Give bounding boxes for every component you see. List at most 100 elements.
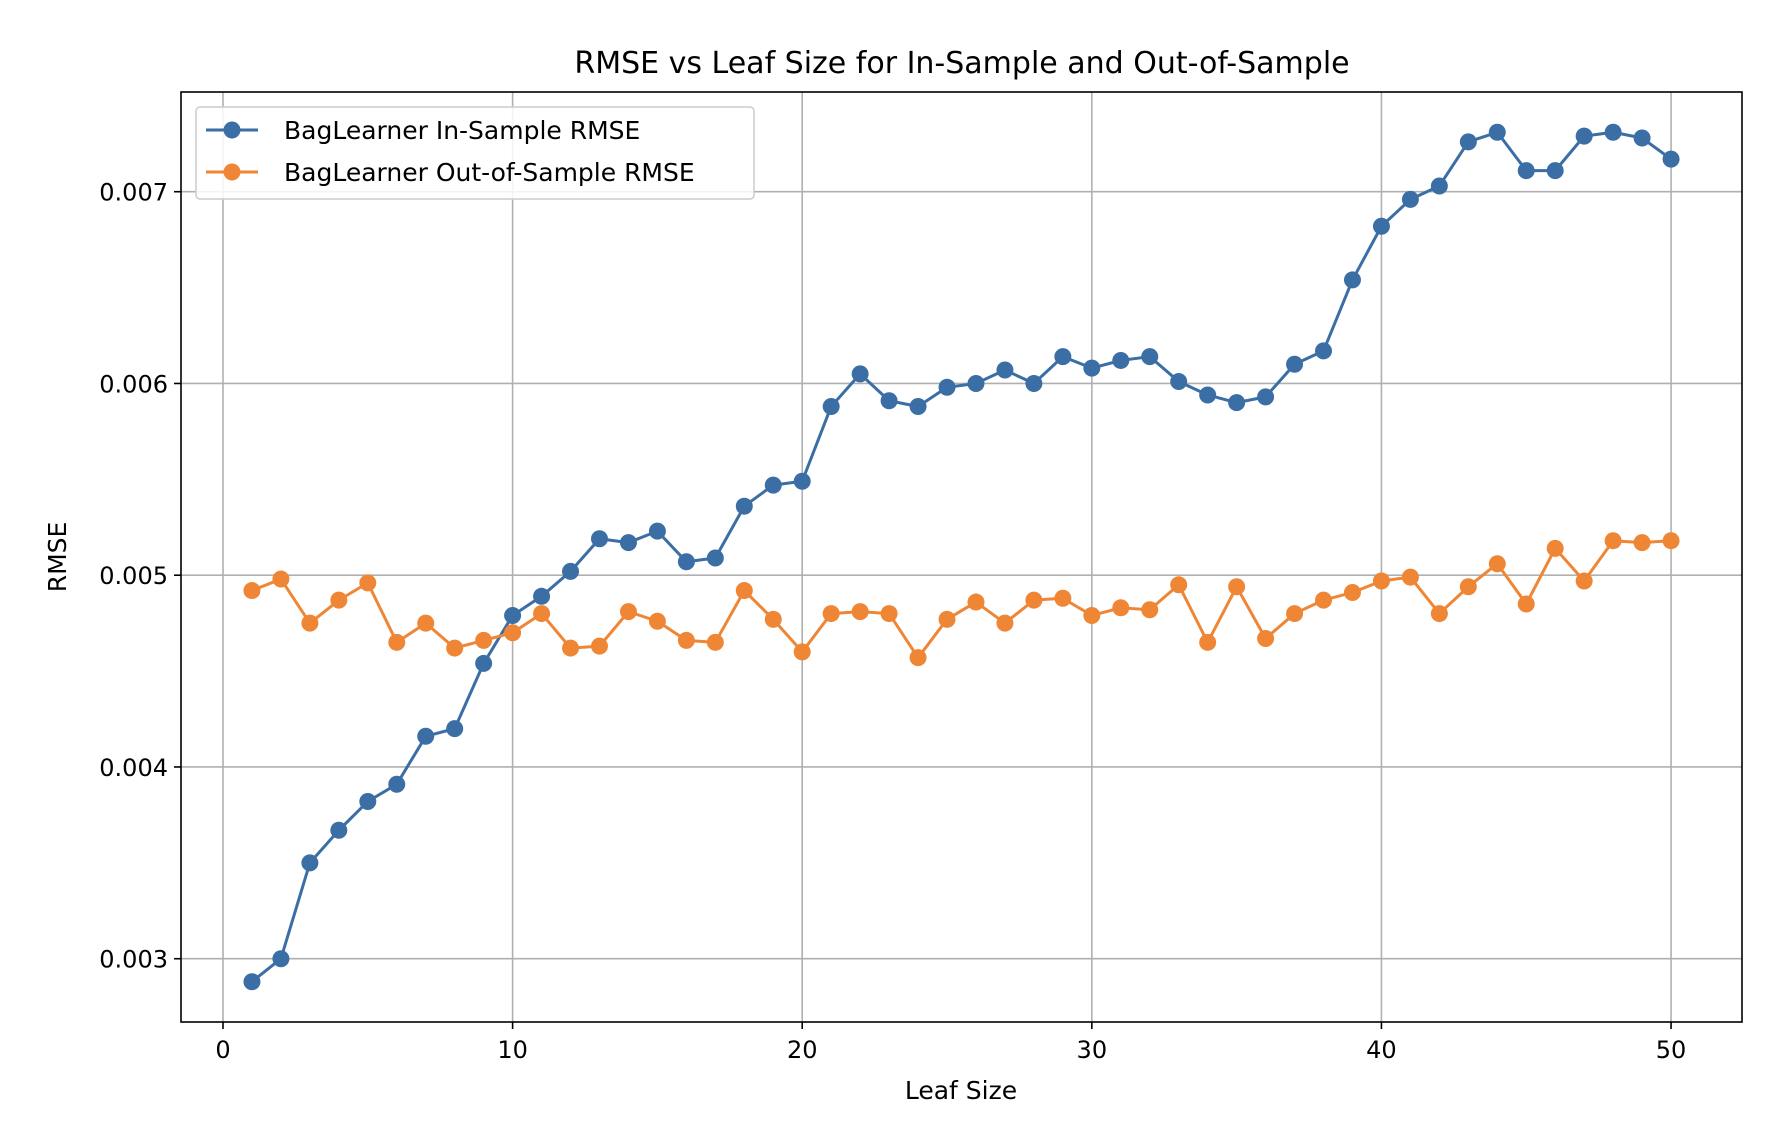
data-point <box>1546 539 1564 557</box>
data-point <box>330 591 348 609</box>
data-point <box>272 570 290 588</box>
grid <box>181 92 1742 1022</box>
data-point <box>1286 355 1304 373</box>
data-point <box>1401 568 1419 586</box>
data-point <box>330 821 348 839</box>
legend-label-in-sample: BagLearner In-Sample RMSE <box>284 116 640 145</box>
data-point <box>1430 177 1448 195</box>
data-point <box>1401 190 1419 208</box>
legend-box <box>195 106 755 200</box>
data-point <box>764 476 782 494</box>
data-point <box>996 361 1014 379</box>
data-point <box>1025 591 1043 609</box>
data-point <box>1662 532 1680 550</box>
x-tick-label: 30 <box>1077 1036 1108 1064</box>
data-point <box>735 497 753 515</box>
data-point <box>446 639 464 657</box>
data-point <box>619 534 637 552</box>
data-point <box>1083 606 1101 624</box>
data-point <box>1286 605 1304 623</box>
series-in-sample <box>243 123 1680 991</box>
data-point <box>1170 373 1188 391</box>
x-tick-label: 50 <box>1656 1036 1687 1064</box>
data-point <box>475 631 493 649</box>
data-point <box>1228 394 1246 412</box>
data-point <box>619 603 637 621</box>
data-point <box>301 614 319 632</box>
data-point <box>851 365 869 383</box>
data-point <box>1170 576 1188 594</box>
legend-marker-in-sample <box>223 121 241 139</box>
data-point <box>1372 572 1390 590</box>
y-tick-label: 0.004 <box>99 754 168 782</box>
data-point <box>648 612 666 630</box>
data-point <box>301 854 319 872</box>
data-point <box>967 593 985 611</box>
x-tick-label: 10 <box>497 1036 528 1064</box>
data-point <box>1488 555 1506 573</box>
y-tick-label: 0.006 <box>99 370 168 398</box>
data-point <box>475 654 493 672</box>
data-point <box>822 397 840 415</box>
data-point <box>677 631 695 649</box>
data-point <box>562 562 580 580</box>
data-point <box>590 637 608 655</box>
data-point <box>1054 348 1072 366</box>
data-point <box>1575 127 1593 145</box>
data-point <box>504 606 522 624</box>
data-point <box>764 610 782 628</box>
data-point <box>1141 348 1159 366</box>
data-point <box>1343 583 1361 601</box>
data-point <box>417 727 435 745</box>
data-point <box>1054 589 1072 607</box>
data-point <box>1141 601 1159 619</box>
x-tick-label: 0 <box>215 1036 230 1064</box>
data-point <box>1633 534 1651 552</box>
data-point <box>1662 150 1680 168</box>
data-point <box>706 549 724 567</box>
y-tick-label: 0.005 <box>99 562 168 590</box>
data-point <box>677 553 695 571</box>
data-point <box>1315 342 1333 360</box>
data-point <box>793 643 811 661</box>
y-tick-label: 0.003 <box>99 946 168 974</box>
data-point <box>793 472 811 490</box>
data-point <box>504 624 522 642</box>
data-point <box>1083 359 1101 377</box>
data-point <box>1199 386 1217 404</box>
series-out-of-sample <box>243 532 1680 667</box>
data-point <box>1112 599 1130 617</box>
legend-label-out-of-sample: BagLearner Out-of-Sample RMSE <box>284 158 695 187</box>
data-point <box>1575 572 1593 590</box>
data-point <box>446 720 464 738</box>
data-point <box>1343 271 1361 289</box>
data-point <box>967 374 985 392</box>
data-point <box>880 392 898 410</box>
data-point <box>1546 162 1564 180</box>
data-point <box>822 605 840 623</box>
x-tick-label: 20 <box>787 1036 818 1064</box>
data-point <box>388 633 406 651</box>
data-point <box>1517 162 1535 180</box>
data-point <box>1199 633 1217 651</box>
data-point <box>1315 591 1333 609</box>
data-point <box>1488 123 1506 141</box>
data-point <box>1633 129 1651 147</box>
data-point <box>1459 133 1477 151</box>
data-point <box>243 973 261 991</box>
ticks: 0 10 20 30 40 50 0.003 0.004 0.005 0.006 0.007 <box>99 179 1686 1064</box>
legend-marker-out-of-sample <box>223 163 241 181</box>
data-point <box>243 582 261 600</box>
data-point <box>1257 629 1275 647</box>
data-point <box>938 378 956 396</box>
data-point <box>706 633 724 651</box>
data-point <box>909 397 927 415</box>
data-point <box>1372 217 1390 235</box>
data-point <box>590 530 608 548</box>
y-axis-label: RMSE <box>43 522 72 593</box>
data-point <box>272 950 290 968</box>
data-point <box>1604 123 1622 141</box>
data-point <box>851 603 869 621</box>
data-point <box>1228 578 1246 596</box>
x-tick-label: 40 <box>1366 1036 1397 1064</box>
